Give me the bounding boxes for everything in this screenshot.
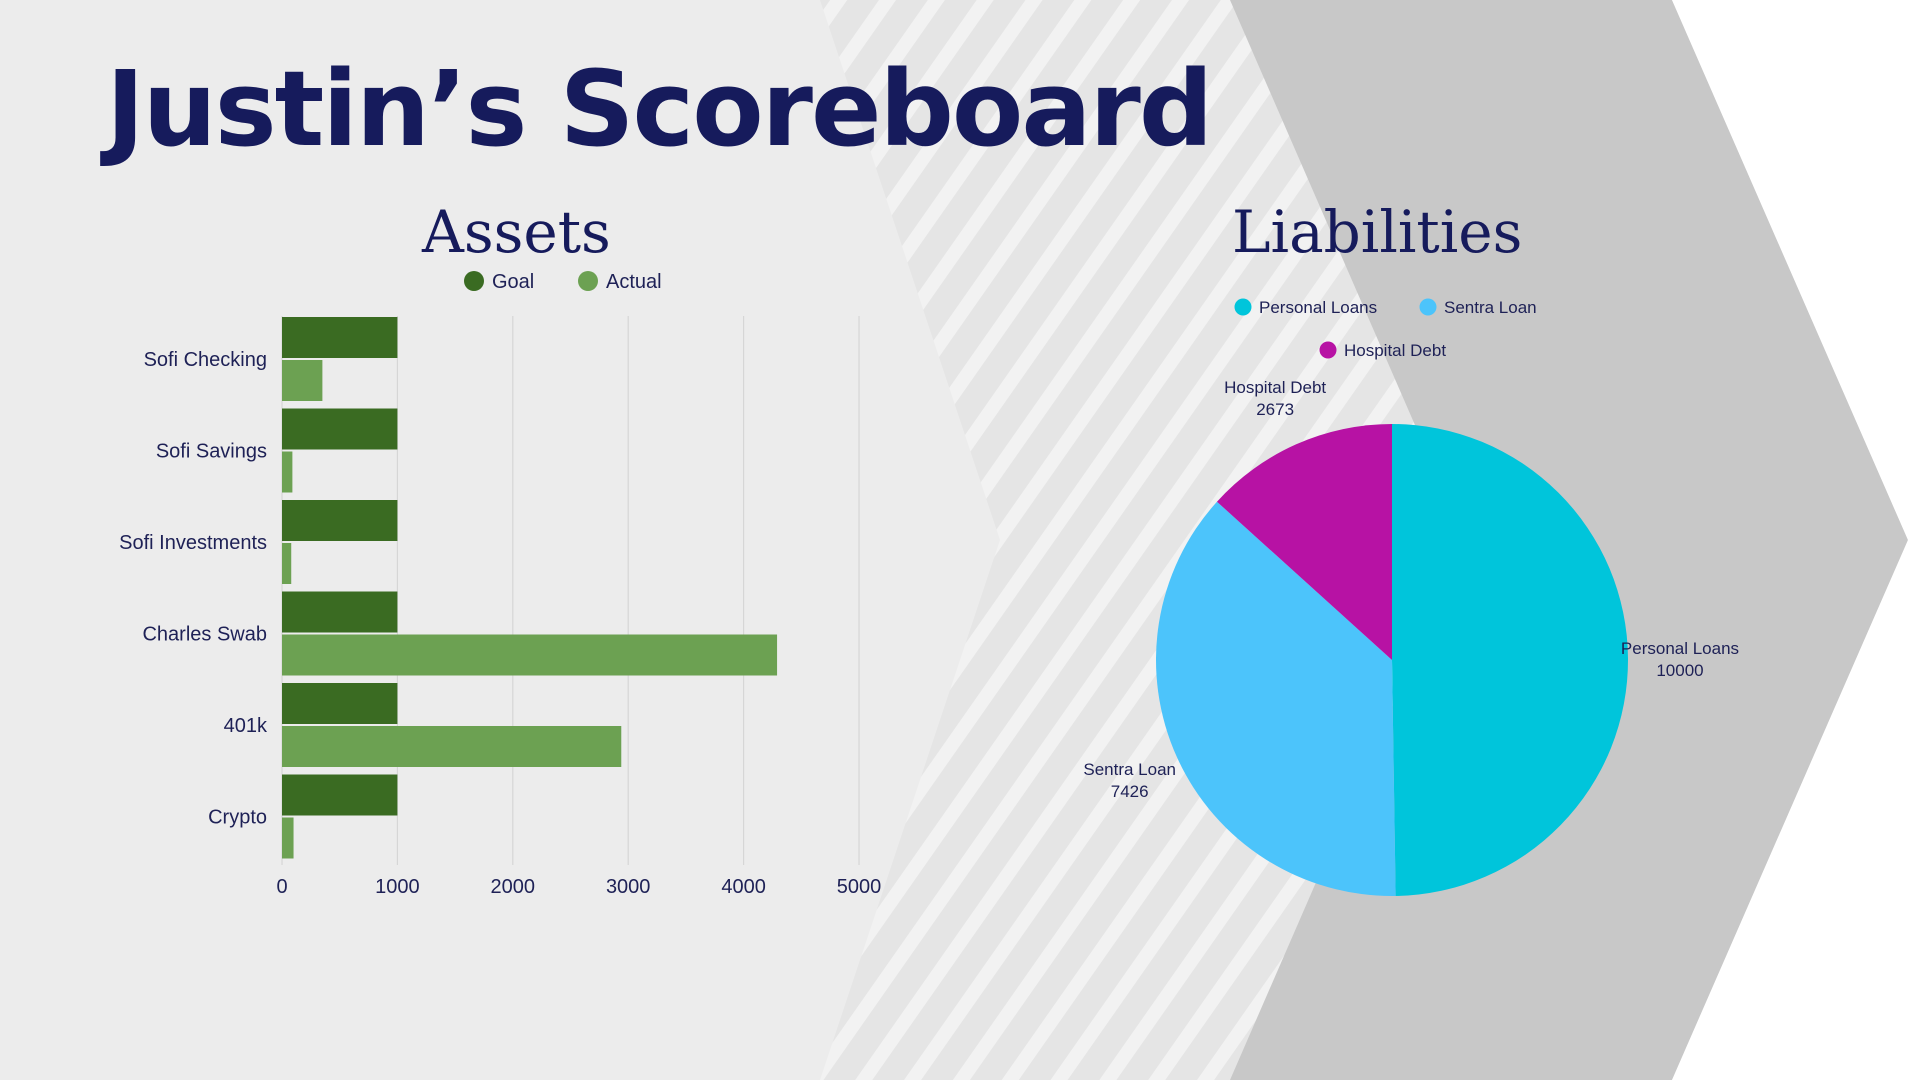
legend-marker-personal-loans — [1234, 298, 1252, 316]
bar-goal-charles-swab — [282, 591, 398, 633]
data-label-name-hospital-debt: Hospital Debt — [1224, 378, 1326, 397]
x-tick-1000: 1000 — [375, 876, 420, 898]
category-label-sofi-checking: Sofi Checking — [144, 349, 267, 371]
category-label-sofi-investments: Sofi Investments — [119, 532, 267, 554]
pie-slice-personal-loans — [1392, 424, 1629, 896]
x-tick-3000: 3000 — [606, 876, 651, 898]
category-label-crypto: Crypto — [208, 807, 267, 829]
bar-actual-sofi-investments — [282, 543, 292, 584]
pie-slice-hospital-debt — [1216, 424, 1392, 660]
assets-category-labels: Sofi Checking Sofi Savings Sofi Investment… — [119, 349, 268, 829]
bar-actual-crypto — [282, 817, 294, 859]
right-margin — [1672, 0, 1920, 1080]
legend-label-personal-loans: Personal Loans — [1259, 298, 1377, 317]
data-label-value-sentra-loan: 7426 — [1111, 782, 1149, 801]
x-tick-0: 0 — [276, 876, 287, 898]
liabilities-data-labels: Personal Loans 10000 Sentra Loan 7426 Hospit… — [1083, 378, 1739, 801]
legend-marker-goal — [464, 271, 484, 291]
liabilities-chart-title: Liabilities — [1232, 198, 1523, 266]
assets-legend: Goal Actual — [464, 271, 662, 293]
bar-actual-sofi-checking — [282, 360, 323, 401]
bar-goal-sofi-investments — [282, 500, 398, 541]
bar-goal-401k — [282, 683, 398, 724]
liabilities-legend: Personal Loans Sentra Loan Hospital Debt — [1234, 298, 1537, 360]
legend-label-actual: Actual — [606, 271, 662, 293]
category-label-401k: 401k — [224, 715, 268, 737]
page-title: Justin’s Scoreboard — [106, 48, 1213, 170]
assets-bars — [282, 317, 778, 859]
legend-marker-hospital-debt — [1319, 341, 1337, 359]
x-tick-4000: 4000 — [721, 876, 766, 898]
x-tick-2000: 2000 — [491, 876, 536, 898]
data-label-name-sentra-loan: Sentra Loan — [1083, 760, 1176, 779]
liabilities-pie-chart: Personal Loans Sentra Loan Hospital Debt P… — [1083, 298, 1739, 896]
bar-actual-401k — [282, 726, 622, 767]
legend-label-sentra-loan: Sentra Loan — [1444, 298, 1537, 317]
legend-label-hospital-debt: Hospital Debt — [1344, 341, 1446, 360]
assets-gridlines — [281, 316, 860, 865]
x-tick-5000: 5000 — [837, 876, 882, 898]
legend-marker-actual — [578, 271, 598, 291]
assets-chart-title: Assets — [422, 198, 611, 266]
data-label-value-hospital-debt: 2673 — [1256, 400, 1294, 419]
bar-goal-crypto — [282, 774, 398, 816]
category-label-sofi-savings: Sofi Savings — [156, 441, 267, 463]
bar-actual-sofi-savings — [282, 451, 293, 493]
data-label-value-personal-loans: 10000 — [1656, 661, 1703, 680]
legend-label-goal: Goal — [492, 271, 534, 293]
bar-actual-charles-swab — [282, 634, 778, 676]
pie-slice-sentra-loan — [1156, 501, 1396, 896]
assets-x-ticks: 0 1000 2000 3000 4000 5000 — [276, 876, 881, 898]
bar-goal-sofi-savings — [282, 408, 398, 450]
data-label-name-personal-loans: Personal Loans — [1621, 639, 1739, 658]
legend-marker-sentra-loan — [1419, 298, 1437, 316]
category-label-charles-swab: Charles Swab — [142, 624, 267, 646]
bar-goal-sofi-checking — [282, 317, 398, 358]
liabilities-slices — [1156, 424, 1629, 896]
